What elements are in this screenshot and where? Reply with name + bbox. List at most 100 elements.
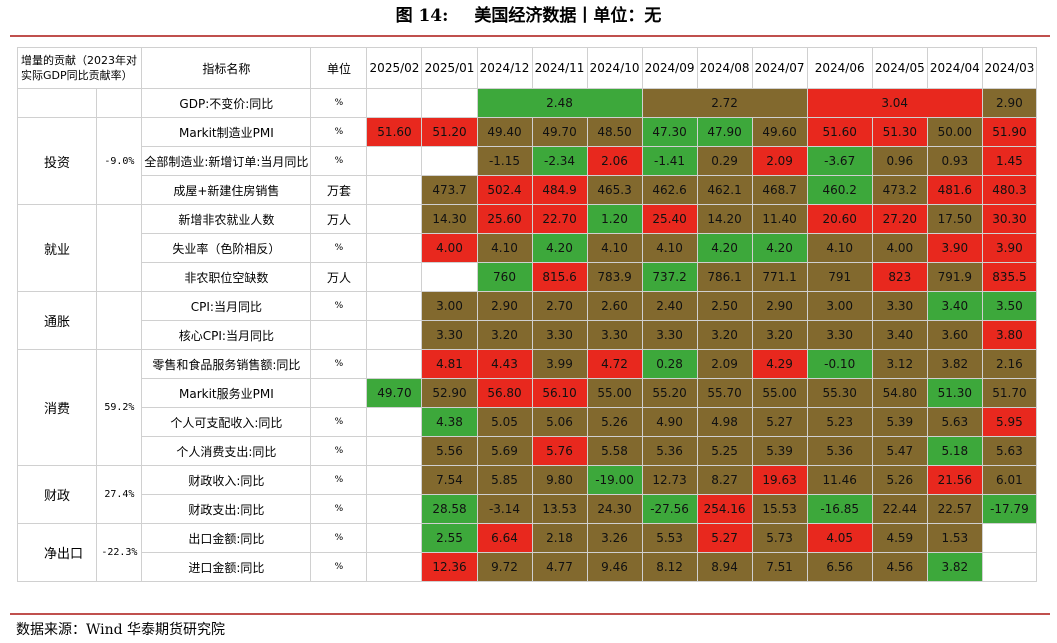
header-month: 2025/01: [421, 47, 478, 89]
header-month: 2024/10: [586, 47, 643, 89]
table-row: 非农职位空缺数 万人 760 815.6 783.9 737.2 786.1 771.1 791…: [18, 262, 1038, 292]
category-contribution: [96, 204, 143, 292]
header-month: 2024/06: [806, 47, 873, 89]
value-cell: 47.30: [641, 117, 698, 147]
value-cell: 2.60: [586, 291, 643, 321]
value-cell: 4.10: [806, 233, 873, 263]
value-cell: 5.63: [926, 407, 983, 437]
value-cell: 4.05: [806, 523, 873, 553]
gdp-category: [16, 88, 98, 118]
table-row: 就业 新增非农就业人数 万人 14.30 25.60 22.70 1.20 25.40 14.2…: [16, 204, 1038, 292]
value-cell: 835.5: [981, 262, 1038, 292]
value-cell: 737.2: [641, 262, 698, 292]
table-row: 个人可支配收入:同比% 4.38 5.05 5.06 5.26 4.90 4.98 5.27 5…: [18, 407, 1038, 437]
table-row: 成屋+新建住房销售 万套 473.7 502.4 484.9 465.3 462.6 462.…: [18, 175, 1038, 205]
value-cell: 28.58: [421, 494, 478, 524]
category-label: 消费: [16, 349, 98, 466]
value-cell: 3.40: [871, 320, 928, 350]
indicator-name: 财政收入:同比: [141, 465, 312, 495]
value-cell: 5.95: [981, 407, 1038, 437]
indicator-unit: 万套: [310, 175, 368, 205]
value-cell: [366, 494, 423, 524]
value-cell: 3.60: [926, 320, 983, 350]
indicator-name: Markit制造业PMI: [141, 117, 312, 147]
value-cell: 5.36: [641, 436, 698, 466]
value-cell: 2.55: [421, 523, 478, 553]
value-cell: -1.41: [641, 146, 698, 176]
gdp-row: GDP:不变价:同比 % 2.48 2.72 3.04 2.90: [16, 88, 1038, 118]
figure-title: 图 14: 美国经济数据丨单位：无: [0, 2, 1057, 30]
value-cell: 48.50: [586, 117, 643, 147]
value-cell: 462.6: [641, 175, 698, 205]
value-cell: 0.28: [641, 349, 698, 379]
value-cell: 56.80: [476, 378, 533, 408]
value-cell: 22.70: [531, 204, 588, 234]
category-label: 投资: [16, 117, 98, 205]
value-cell: 2.16: [981, 349, 1038, 379]
value-cell: 5.63: [981, 436, 1038, 466]
value-cell: [981, 552, 1038, 582]
value-cell: 12.36: [421, 552, 478, 582]
data-source: 数据来源：Wind 华泰期货研究院: [16, 622, 226, 638]
value-cell: 760: [476, 262, 533, 292]
value-cell: 55.20: [641, 378, 698, 408]
value-cell: 49.40: [476, 117, 533, 147]
value-cell: 8.12: [641, 552, 698, 582]
economic-data-table: 增量的贡献（2023年对实际GDP同比贡献率） 指标名称 单位 2025/02 …: [16, 47, 1038, 582]
value-cell: 22.57: [926, 494, 983, 524]
header-month: 2024/12: [476, 47, 533, 89]
gdp-q4-cell: 2.48: [476, 88, 643, 118]
header-month: 2024/07: [751, 47, 808, 89]
value-cell: 3.80: [981, 320, 1038, 350]
value-cell: 49.60: [751, 117, 808, 147]
value-cell: 55.70: [696, 378, 753, 408]
value-cell: -2.34: [531, 146, 588, 176]
value-cell: 5.58: [586, 436, 643, 466]
value-cell: 21.56: [926, 465, 983, 495]
figure-title-text: 美国经济数据丨单位：无: [474, 6, 662, 26]
value-cell: 502.4: [476, 175, 533, 205]
value-cell: 2.90: [476, 291, 533, 321]
value-cell: 3.90: [926, 233, 983, 263]
value-cell: 473.7: [421, 175, 478, 205]
header-month: 2024/08: [696, 47, 753, 89]
table-row: 失业率（色阶相反）% 4.00 4.10 4.20 4.10 4.10 4.20 4.20 4.…: [18, 233, 1038, 263]
value-cell: 2.90: [751, 291, 808, 321]
value-cell: [421, 146, 478, 176]
value-cell: 3.50: [981, 291, 1038, 321]
gdp-q1-cell: 2.90: [981, 88, 1038, 118]
value-cell: 4.38: [421, 407, 478, 437]
value-cell: 8.94: [696, 552, 753, 582]
table-row: 净出口 -22.3% 出口金额:同比% 2.55 6.64 2.18 3.26 5.53 5.2…: [16, 523, 1038, 582]
value-cell: 25.60: [476, 204, 533, 234]
value-cell: [366, 146, 423, 176]
value-cell: 4.20: [696, 233, 753, 263]
value-cell: 7.51: [751, 552, 808, 582]
gdp-unit: %: [310, 88, 368, 118]
value-cell: 465.3: [586, 175, 643, 205]
header-contribution: 增量的贡献（2023年对实际GDP同比贡献率）: [16, 47, 143, 89]
value-cell: 0.93: [926, 146, 983, 176]
value-cell: 1.53: [926, 523, 983, 553]
table-row: 消费 59.2% 零售和食品服务销售额:同比% 4.81 4.43 3.99 4.72 0.2…: [16, 349, 1038, 466]
category-label: 就业: [16, 204, 98, 292]
value-cell: 55.00: [751, 378, 808, 408]
value-cell: 783.9: [586, 262, 643, 292]
value-cell: 0.29: [696, 146, 753, 176]
value-cell: 30.30: [981, 204, 1038, 234]
value-cell: 3.40: [926, 291, 983, 321]
value-cell: -3.14: [476, 494, 533, 524]
table-row: 全部制造业:新增订单:当月同比% -1.15 -2.34 2.06 -1.41 0.29 2…: [18, 146, 1038, 176]
indicator-name: 个人可支配收入:同比: [141, 407, 312, 437]
value-cell: 51.30: [871, 117, 928, 147]
indicator-name: 核心CPI:当月同比: [141, 320, 312, 350]
value-cell: [366, 204, 423, 234]
table-row: Markit服务业PMI 49.70 52.90 56.80 56.10 55.00 55.…: [18, 378, 1038, 408]
value-cell: 473.2: [871, 175, 928, 205]
value-cell: 4.90: [641, 407, 698, 437]
value-cell: 786.1: [696, 262, 753, 292]
value-cell: 5.39: [871, 407, 928, 437]
value-cell: 51.30: [926, 378, 983, 408]
value-cell: 55.30: [806, 378, 873, 408]
value-cell: 14.20: [696, 204, 753, 234]
